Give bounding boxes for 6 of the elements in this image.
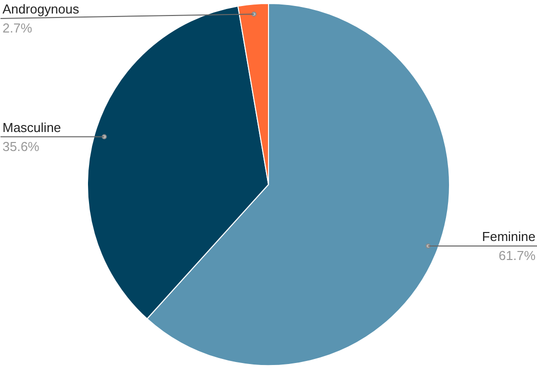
slice-label: Androgynous [2,2,80,16]
data-label: 35.6% [2,138,40,154]
slice-label: Feminine [482,228,536,244]
data-label: 2.7% [2,20,33,36]
slice-label: Masculine [2,120,62,135]
data-label: 61.7% [498,248,536,263]
